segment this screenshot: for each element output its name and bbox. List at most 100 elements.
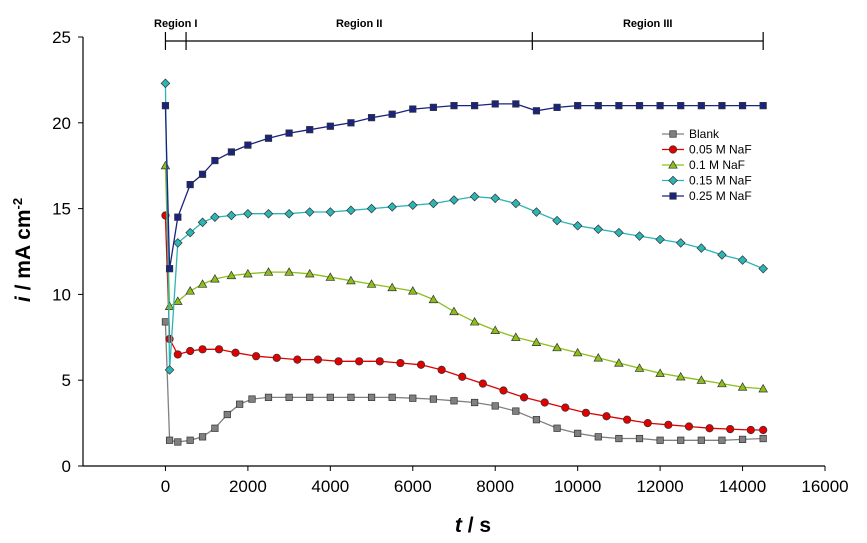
data-point: [738, 102, 747, 110]
data-point: [471, 102, 479, 110]
data-point: [197, 279, 208, 288]
data-point: [236, 400, 244, 408]
data-point: [684, 422, 694, 431]
data-point: [264, 393, 273, 401]
data-point: [458, 372, 467, 381]
data-point: [759, 425, 768, 435]
series-4: [161, 100, 767, 273]
x-tick-label: 10000: [554, 477, 601, 496]
data-point: [231, 348, 240, 357]
y-tick-label: 10: [52, 285, 71, 304]
data-point: [737, 255, 748, 265]
data-point: [677, 102, 685, 110]
data-point: [164, 301, 175, 310]
data-point: [656, 436, 664, 444]
data-point: [407, 200, 418, 210]
data-point: [490, 325, 501, 334]
data-point: [164, 365, 175, 375]
series-1: [161, 211, 768, 435]
data-point: [635, 102, 644, 110]
data-point: [643, 419, 652, 428]
data-point: [705, 424, 714, 433]
legend-marker: [668, 160, 678, 169]
data-point: [614, 358, 624, 367]
region-label: Region II: [336, 18, 382, 30]
data-point: [248, 395, 256, 403]
data-point: [226, 210, 237, 221]
data-point: [161, 318, 170, 326]
data-point: [198, 170, 207, 178]
data-point: [293, 355, 302, 364]
x-tick-label: 6000: [394, 477, 432, 496]
data-point: [696, 243, 707, 253]
data-point: [594, 433, 602, 441]
data-point: [574, 429, 582, 437]
data-point: [346, 205, 356, 216]
data-point: [214, 345, 224, 354]
data-point: [512, 100, 520, 108]
data-point: [226, 270, 237, 280]
data-point: [375, 357, 384, 366]
data-point: [243, 268, 253, 278]
data-point: [594, 102, 602, 110]
data-point: [572, 347, 583, 357]
legend-label: 0.25 M NaF: [689, 189, 752, 203]
series-line: [164, 321, 764, 443]
x-axis-title: t / s: [455, 514, 491, 537]
data-point: [593, 352, 604, 362]
data-point: [326, 393, 334, 401]
data-point: [552, 342, 562, 352]
data-point: [306, 126, 314, 134]
data-point: [717, 378, 727, 388]
data-point: [572, 220, 583, 231]
legend-item: 0.25 M NaF: [662, 189, 752, 203]
data-point: [697, 436, 705, 444]
data-point: [759, 434, 767, 443]
data-point: [615, 102, 623, 110]
data-point: [499, 386, 508, 395]
legend-marker: [668, 145, 678, 154]
data-point: [469, 316, 480, 326]
x-tick-label: 8000: [476, 477, 514, 496]
data-point: [186, 180, 194, 189]
data-point: [367, 393, 376, 401]
data-point: [428, 198, 439, 209]
data-point: [264, 134, 273, 142]
data-point: [532, 416, 541, 424]
x-tick-label: 12000: [636, 477, 683, 496]
data-point: [388, 393, 396, 401]
x-tick-label: 2000: [229, 477, 267, 496]
legend-label: 0.15 M NaF: [689, 174, 752, 188]
legend-label: 0.1 M NaF: [689, 158, 745, 172]
data-point: [416, 360, 426, 369]
data-point: [407, 286, 418, 295]
series-group: [160, 78, 768, 446]
data-point: [396, 358, 405, 368]
data-point: [593, 224, 604, 234]
x-tick-label: 4000: [311, 477, 349, 496]
data-point: [272, 353, 281, 362]
data-point: [387, 282, 397, 292]
data-point: [429, 103, 437, 111]
data-point: [664, 420, 673, 429]
data-point: [574, 102, 582, 110]
data-point: [726, 425, 735, 434]
data-point: [243, 208, 253, 219]
data-point: [306, 393, 314, 401]
data-point: [449, 195, 459, 205]
data-point: [478, 379, 487, 388]
data-point: [635, 434, 644, 443]
data-point: [165, 265, 174, 273]
data-point: [437, 365, 446, 375]
data-point: [491, 100, 499, 108]
legend-marker: [669, 130, 677, 138]
data-point: [263, 267, 274, 276]
region-label: Region III: [623, 18, 673, 30]
data-point: [185, 286, 195, 295]
data-point: [197, 217, 208, 228]
data-point: [561, 403, 570, 412]
data-point: [656, 102, 664, 110]
data-point: [634, 231, 645, 241]
